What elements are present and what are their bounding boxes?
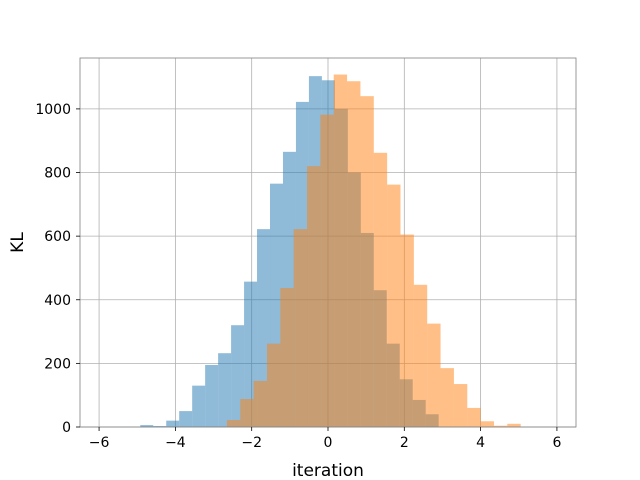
histogram-bar-series-1	[205, 364, 219, 427]
histogram-bar-series-2	[307, 166, 321, 428]
histogram-bar-series-1	[218, 353, 232, 427]
histogram-bar-series-2	[240, 399, 254, 427]
histogram-bar-series-1	[166, 420, 180, 427]
histogram-bar-series-2	[293, 229, 308, 427]
histogram-bar-series-2	[507, 423, 521, 427]
y-tick-label: 800	[44, 166, 71, 182]
y-tick-label: 400	[44, 293, 71, 309]
x-tick-label: 2	[400, 435, 409, 451]
histogram-bar-series-1	[257, 229, 271, 427]
y-tick-label: 0	[62, 420, 71, 436]
histogram-bar-series-1	[153, 426, 167, 427]
histogram-bar-series-2	[440, 368, 454, 427]
histogram-bar-series-2	[347, 81, 361, 427]
x-tick-label: −4	[165, 435, 186, 451]
y-tick-label: 1000	[35, 102, 71, 118]
histogram-bar-series-2	[427, 323, 441, 427]
histogram-bar-series-2	[480, 421, 494, 427]
y-tick-label: 600	[44, 229, 71, 245]
histogram-bar-series-2	[253, 380, 267, 427]
histogram-bar-series-2	[360, 96, 374, 427]
x-axis-ticks: −6 −4 −2 0 2 4 6	[89, 427, 561, 451]
histogram-bar-series-2	[320, 114, 334, 428]
y-tick-label: 200	[44, 356, 71, 372]
histogram-bar-series-2	[226, 420, 241, 427]
histogram-bar-series-2	[373, 152, 388, 427]
histogram-bar-series-2	[467, 407, 481, 427]
histogram-bar-series-2	[266, 343, 281, 427]
x-tick-label: 4	[476, 435, 485, 451]
x-tick-label: −2	[241, 435, 262, 451]
histogram-bar-series-1	[192, 385, 206, 427]
x-axis-label: iteration	[292, 461, 364, 480]
x-tick-label: 6	[552, 435, 561, 451]
y-axis-label: KL	[8, 232, 28, 253]
y-axis-ticks: 0 200 400 600 800 1000	[35, 102, 80, 436]
histogram-bars	[140, 74, 521, 428]
histogram-bar-series-2	[387, 184, 401, 427]
histogram-bar-series-2	[280, 287, 294, 427]
histogram-bar-series-1	[140, 425, 154, 427]
histogram-bar-series-2	[493, 425, 508, 427]
histogram-bar-series-2	[413, 284, 428, 427]
histogram-bar-series-2	[400, 234, 414, 427]
histogram-bar-series-2	[333, 74, 348, 427]
histogram-bar-series-1	[179, 411, 193, 427]
x-tick-label: 0	[324, 435, 333, 451]
histogram-bar-series-2	[453, 384, 468, 427]
x-tick-label: −6	[89, 435, 110, 451]
